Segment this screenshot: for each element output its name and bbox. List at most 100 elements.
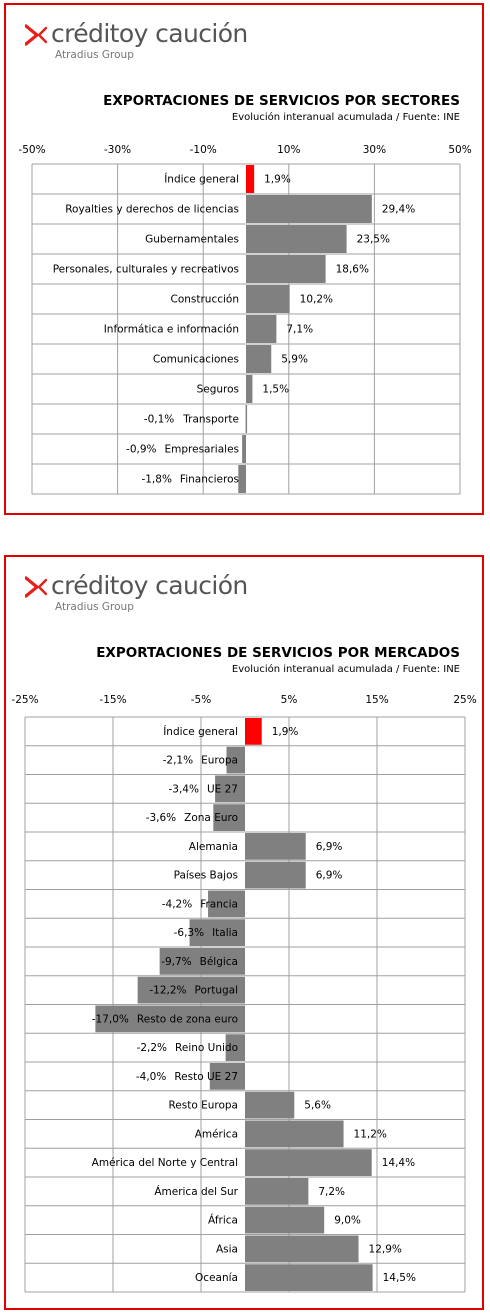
category-label: Gubernamentales: [145, 234, 239, 246]
category-label: Royalties y derechos de licencias: [65, 204, 239, 216]
data-label: -9,7%: [161, 956, 191, 968]
category-label: África: [208, 1214, 238, 1227]
brand-group: Atradius Group: [55, 49, 134, 61]
category-label: América del Norte y Central: [92, 1157, 238, 1169]
bar: [245, 1206, 325, 1234]
bar: [226, 746, 245, 774]
chart-panel-mercados: créditoy caución Atradius Group EXPORTAC…: [4, 555, 484, 1310]
data-label: 14,5%: [383, 1272, 416, 1284]
data-label: 1,5%: [262, 384, 289, 396]
chart-title: EXPORTACIONES DE SERVICIOS POR MERCADOS: [96, 645, 460, 661]
x-tick-label: -30%: [104, 144, 131, 156]
category-label: Personales, culturales y recreativos: [53, 264, 239, 276]
category-label: Ámerica del Sur: [154, 1185, 238, 1198]
bar: [246, 165, 255, 193]
data-label: 5,9%: [281, 354, 308, 366]
category-label: Resto Europa: [168, 1100, 238, 1112]
category-label: Transporte: [182, 414, 239, 426]
x-tick-label: 15%: [365, 694, 388, 706]
data-label: 9,0%: [334, 1215, 361, 1227]
bar: [245, 1120, 344, 1148]
category-label: Índice general: [164, 173, 239, 186]
x-tick-label: 5%: [281, 694, 298, 706]
category-label: UE 27: [207, 783, 238, 795]
data-label: 6,9%: [316, 841, 343, 853]
bar-chart-mercados: -25% -15% -5% 5% 15% 25% Índice general 1,9% Eur…: [11, 694, 477, 1293]
category-label: Francia: [200, 898, 238, 910]
category-label: Oceanía: [195, 1272, 238, 1284]
x-tick-label: 50%: [448, 144, 471, 156]
x-tick-label: -15%: [99, 694, 126, 706]
data-label: 7,1%: [286, 324, 313, 336]
bar: [209, 1063, 245, 1090]
category-label: Reino Unido: [175, 1042, 238, 1054]
category-label: Portugal: [195, 985, 239, 997]
x-tick-label: 10%: [277, 144, 300, 156]
x-tick-label: 25%: [453, 694, 476, 706]
brand-name: créditoy caución: [51, 571, 248, 600]
data-label: -2,2%: [137, 1042, 167, 1054]
category-label: Europa: [201, 755, 238, 767]
data-label: -3,4%: [169, 783, 199, 795]
bar: [159, 948, 245, 975]
brand-group: Atradius Group: [55, 601, 134, 613]
bar: [245, 405, 248, 433]
x-tick-label: -50%: [18, 144, 45, 156]
data-label: 1,9%: [264, 174, 291, 186]
category-label: Resto UE 27: [174, 1071, 238, 1083]
bar: [189, 919, 245, 946]
bar: [246, 255, 326, 283]
category-label: Seguros: [197, 384, 239, 396]
bar: [225, 1034, 245, 1061]
x-tick-label: -25%: [11, 694, 38, 706]
bar: [246, 345, 272, 373]
data-label: 11,2%: [354, 1128, 387, 1140]
bar: [238, 465, 246, 493]
data-label: 10,2%: [300, 294, 333, 306]
category-label: Financieros: [180, 474, 239, 486]
bar: [137, 976, 245, 1004]
bar: [246, 195, 372, 223]
data-label: -0,9%: [126, 444, 156, 456]
category-label: Índice general: [163, 725, 238, 738]
category-label: Construcción: [170, 294, 239, 306]
brand-arrows-icon: [25, 576, 47, 598]
bar: [242, 435, 246, 463]
data-label: -0,1%: [144, 414, 174, 426]
category-label: Resto de zona euro: [137, 1013, 238, 1025]
data-label: 1,9%: [272, 726, 299, 738]
data-label: 23,5%: [357, 234, 390, 246]
bar-chart-sectores: -50% -30% -10% 10% 30% 50% Índice general 1,9% R…: [18, 144, 472, 495]
bar: [245, 1264, 373, 1291]
x-tick-label: -10%: [190, 144, 217, 156]
chart-panel-sectores: créditoy caución Atradius Group EXPORTAC…: [4, 3, 484, 515]
category-label: Bélgica: [200, 956, 238, 968]
bar: [246, 225, 347, 253]
data-label: -4,2%: [162, 898, 192, 910]
bar: [245, 1149, 372, 1176]
chart-subtitle: Evolución interanual acumulada / Fuente:…: [231, 664, 460, 675]
data-label: 29,4%: [382, 204, 415, 216]
data-label: -4,0%: [136, 1071, 166, 1083]
bar: [213, 804, 245, 831]
data-label: 6,9%: [316, 870, 343, 882]
bar: [245, 833, 306, 860]
category-label: Empresariales: [165, 444, 240, 456]
bar: [208, 890, 245, 918]
x-tick-label: -5%: [191, 694, 211, 706]
bar: [245, 1178, 309, 1205]
category-label: Comunicaciones: [153, 354, 239, 366]
chart-subtitle: Evolución interanual acumulada / Fuente:…: [231, 112, 460, 123]
data-label: -1,8%: [141, 474, 171, 486]
data-label: 18,6%: [336, 264, 369, 276]
brand-name: créditoy caución: [51, 19, 248, 48]
bar: [95, 1005, 246, 1033]
data-label: -3,6%: [146, 812, 176, 824]
data-label: 7,2%: [318, 1186, 345, 1198]
data-label: -2,1%: [163, 755, 193, 767]
bar: [245, 861, 306, 889]
brand-arrows-icon: [25, 24, 47, 46]
chart-title: EXPORTACIONES DE SERVICIOS POR SECTORES: [103, 93, 460, 109]
x-tick-label: 30%: [363, 144, 386, 156]
data-label: -12,2%: [149, 985, 186, 997]
